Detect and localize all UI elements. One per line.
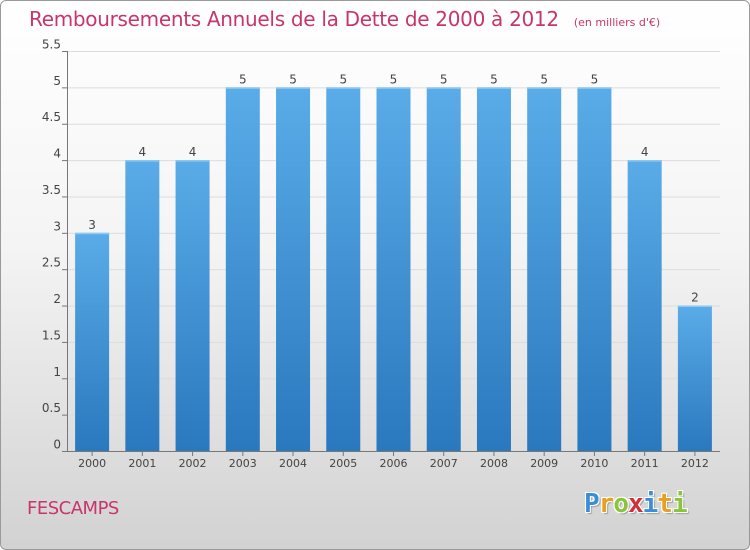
commune-name: FESCAMPS [27,498,119,519]
y-tick-label: 2.5 [42,256,61,270]
y-tick-label: 3 [53,219,61,233]
bar-highlight [75,232,110,235]
axes [62,51,720,456]
x-tick-label: 2010 [580,457,608,470]
bar-highlight [527,87,562,89]
bar-highlight [125,160,160,162]
bar-value-label: 4 [189,145,197,159]
bar-value-label: 5 [490,72,498,86]
x-tick-label: 2005 [329,457,357,470]
bar-value-label: 2 [691,291,699,305]
bar-value-label: 4 [641,145,649,159]
bar-highlight [426,87,461,89]
bar-highlight [326,87,361,89]
bar [225,87,260,451]
bar-value-label: 5 [390,72,398,86]
bar [125,160,160,451]
bar-value-label: 5 [289,72,297,86]
y-tick-label: 4 [53,147,61,161]
unit-note: (en milliers d'€) [573,16,661,29]
logo-letter: i [671,489,688,519]
x-tick-label: 2000 [78,457,106,470]
logo-letter: r [598,489,615,519]
y-tick-label: 4.5 [42,110,61,124]
bar-highlight [627,160,662,162]
bar [476,87,511,451]
x-tick-label: 2007 [430,457,458,470]
bar [175,160,210,451]
bar [426,87,461,451]
x-tick-label: 2011 [631,457,659,470]
x-tick-label: 2003 [229,457,257,470]
bar-value-label: 5 [591,72,599,86]
y-tick-label: 1.5 [42,328,61,342]
proxiti-logo: Proxiti [584,489,688,519]
chart-title: Remboursements Annuels de la Dette de 20… [29,7,559,31]
bar-value-label: 5 [339,72,347,86]
logo-letter: i [642,489,659,519]
bar-highlight [376,87,411,89]
title-row: Remboursements Annuels de la Dette de 20… [29,7,660,31]
bar-highlight [476,87,511,89]
bar-highlight [276,87,311,89]
bar-highlight [175,160,210,162]
bar [527,87,562,451]
x-tick-label: 2008 [480,457,508,470]
x-tick-label: 2006 [380,457,408,470]
bar [276,87,311,451]
y-tick-label: 0.5 [42,401,61,415]
bar-value-label: 5 [239,72,247,86]
x-tick-label: 2012 [681,457,709,470]
bar-highlight [225,87,260,89]
labels: 0 0.5 1 1.5 2 2.5 3 3.5 4 4.5 5 5.5 3 2000 4 2001 4 2002 5… [42,38,709,471]
bar-highlight [577,87,612,89]
x-tick-label: 2001 [128,457,156,470]
y-tick-label: 5.5 [42,38,61,52]
bar-value-label: 5 [540,72,548,86]
logo-letter: x [627,489,644,519]
bar [75,232,110,451]
bar [677,305,712,451]
x-tick-label: 2002 [179,457,207,470]
bar [627,160,662,451]
y-tick-label: 5 [53,74,61,88]
bar [376,87,411,451]
x-tick-label: 2004 [279,457,307,470]
bar [326,87,361,451]
y-tick-label: 2 [53,292,61,306]
y-tick-label: 1 [53,365,61,379]
bar-value-label: 4 [139,145,147,159]
x-tick-label: 2009 [530,457,558,470]
bar [577,87,612,451]
bar-value-label: 3 [88,218,96,232]
logo-letter: P [584,489,600,519]
logo-letter: o [613,489,629,519]
y-tick-label: 3.5 [42,183,61,197]
bars [75,87,712,451]
y-tick-label: 0 [53,438,61,452]
bar-highlight [677,305,712,308]
logo-letter: t [657,489,673,519]
bar-value-label: 5 [440,72,448,86]
